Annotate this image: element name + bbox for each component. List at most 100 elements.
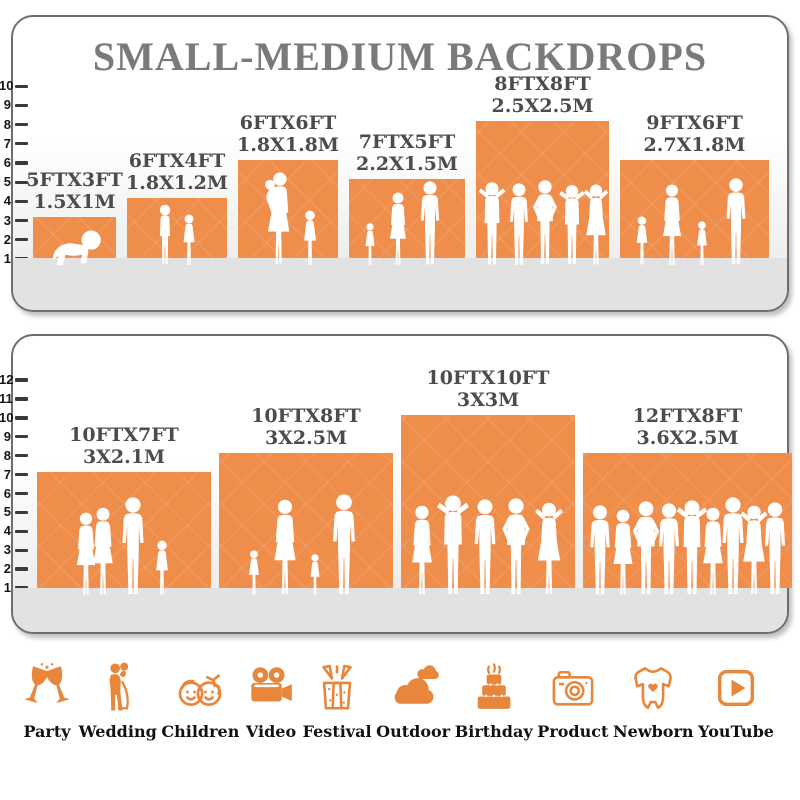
silhouette-woman-armsup [579,183,613,267]
silhouette-baby [46,227,107,267]
backdrop-size-label: 5FTX3FT 1.5X1M [26,169,122,213]
ruler-tick-mark [14,416,28,420]
silhouette-man [324,494,365,597]
category-label: Birthday [454,722,533,741]
ruler-tick-label: 9 [3,97,11,113]
silhouette-man [719,178,754,267]
backdrop-bar: 10FTX8FT 3X2.5M [219,405,393,588]
ruler-tick-label: 12 [0,372,14,388]
category-label: Party [23,722,71,741]
ruler-tick-label: 5 [3,174,11,190]
backdrop-size-ft: 7FTX5FT [358,130,456,153]
backdrop-bar: 6FTX4FT 1.8X1.2M [126,150,228,258]
ruler-tick-label: 11 [0,391,13,406]
category-item-outdoor: Outdoor [376,661,450,741]
ruler-tick-mark [14,510,28,515]
backdrop-size-ft: 10FTX7FT [69,423,179,446]
floor-strip [13,258,787,310]
category-item-birthday: Birthday [455,661,533,741]
ruler-tick-label: 1 [3,580,11,595]
ruler-tick-mark [14,548,28,552]
silhouette-girl [298,209,321,267]
silhouette-woman [266,499,305,597]
ruler-tick-mark [14,199,28,204]
category-item-youtube: YouTube [698,661,774,741]
backdrop-size-label: 12FTX8FT 3.6X2.5M [633,405,743,449]
clouds-icon [394,665,439,704]
backdrop-bars: 5FTX3FT 1.5X1M 6FTX4FT 1.8X1.2M 6FTX6FT 1.8X1… [26,73,769,258]
backdrop-size-label: 10FTX10FT 3X3M [427,367,550,411]
ruler-tick-label: 2 [3,561,11,577]
category-item-party: Party [20,661,74,741]
category-item-newborn: Newborn [613,661,694,741]
silhouette-boy [152,203,177,267]
ruler-tick-mark [14,161,28,165]
backdrop-size-ft: 10FTX10FT [426,366,550,389]
small-medium-panel: SMALL-MEDIUM BACKDROPS 10 9 8 7 6 5 4 3 2 1 5FTX3… [0,15,789,312]
ruler-tick-mark [14,397,28,401]
ruler-tick-mark [14,180,28,184]
backdrop-size-label: 10FTX7FT 3X2.1M [69,424,179,468]
backdrop-size-ft: 10FTX8FT [251,404,361,427]
silhouette-girl [306,553,324,597]
category-label: Wedding [78,722,157,741]
silhouette-woman-armsup [530,501,568,597]
ruler-tick-mark [14,84,28,88]
backdrop-size-m: 1.8X1.2M [126,171,228,194]
silhouette-man [113,497,153,597]
ruler-tick-label: 3 [3,212,11,228]
ruler-tick-mark [14,435,28,439]
backdrop-bar: 10FTX7FT 3X2.1M [37,424,211,588]
ruler-tick-mark [14,567,28,571]
ruler-tick-label: 7 [3,466,11,482]
backdrop-size-m: 3.6X2.5M [636,426,739,449]
ruler-tick-mark [14,454,28,458]
ruler-tick-label: 9 [3,428,11,444]
silhouette-girl [692,220,711,267]
ruler-tick-label: 6 [3,155,11,170]
party-glasses-icon [24,663,70,704]
backdrop-size-m: 2.2X1.5M [356,152,458,175]
ruler-tick-label: 3 [3,542,11,558]
backdrop-bar: 7FTX5FT 2.2X1.5M [349,131,465,258]
ruler-tick-mark [14,122,28,127]
backdrop-size-label: 7FTX5FT 2.2X1.5M [356,131,458,175]
silhouette-girl [178,213,200,267]
ruler-tick-label: 4 [3,523,11,539]
backdrop-size-label: 6FTX6FT 1.8X1.8M [237,112,339,156]
silhouette-woman-baby [259,172,297,267]
ruler-tick-label: 8 [3,116,11,132]
category-item-product: Product [537,661,608,741]
silhouette-woman [383,192,413,267]
category-label: Product [537,722,609,741]
backdrop-size-ft: 6FTX4FT [128,149,226,172]
silhouette-girl [632,215,653,267]
category-item-wedding: Wedding [79,661,157,741]
ruler-tick-mark [14,472,28,477]
ruler-tick-label: 2 [3,231,11,247]
silhouette-girl [361,222,379,267]
category-item-video: Video [244,661,298,741]
backdrop-size-label: 9FTX6FT 2.7X1.8M [644,112,746,156]
backdrop-bar: 8FTX8FT 2.5X2.5M [476,73,609,258]
category-label: YouTube [698,722,774,741]
ruler-tick-label: 6 [3,485,11,501]
page-title: SMALL-MEDIUM BACKDROPS [92,34,708,79]
children-faces-icon [178,674,222,707]
ruler-tick-mark [14,142,28,146]
backdrop-size-ft: 9FTX6FT [646,111,743,134]
ruler-tick-label: 7 [3,135,11,151]
ruler-tick-label: 10 [0,78,14,94]
backdrop-size-m: 2.7X1.8M [643,133,746,156]
backdrop-size-m: 3X3M [456,388,520,411]
ruler-tick-mark [14,586,28,590]
silhouette-man [756,502,794,597]
silhouette-man [413,181,447,267]
category-item-festival: Festival [303,661,372,741]
category-label: Outdoor [376,722,451,741]
backdrop-size-label: 6FTX4FT 1.8X1.2M [126,150,228,194]
silhouette-girl [244,549,263,597]
backdrop-bar: 10FTX10FT 3X3M [401,367,575,588]
backdrop-size-ft: 12FTX8FT [632,404,743,427]
